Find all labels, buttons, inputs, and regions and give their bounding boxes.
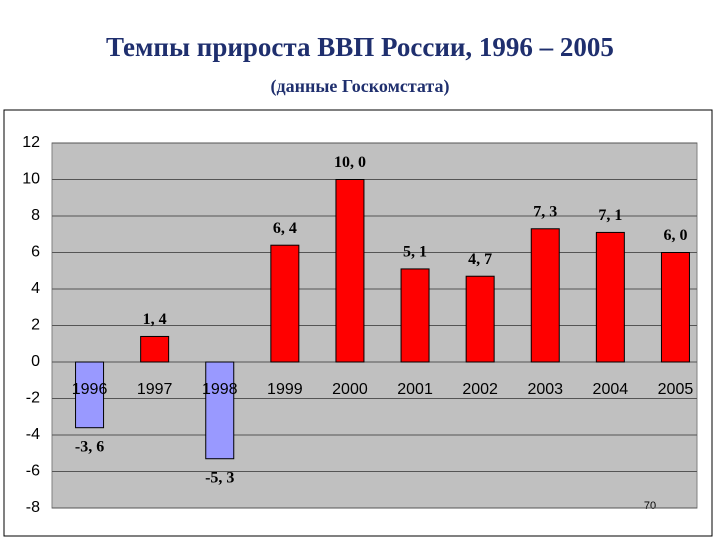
y-tick-label: 6 — [31, 244, 40, 261]
bar — [140, 335, 170, 363]
bar — [530, 228, 560, 363]
value-label: 5, 1 — [403, 244, 427, 261]
bar — [75, 361, 105, 429]
bar — [465, 275, 495, 363]
bar — [205, 361, 235, 460]
x-tick-label: 1996 — [72, 381, 108, 398]
y-tick-label: -8 — [26, 499, 40, 516]
value-label: -5, 3 — [205, 469, 234, 486]
bar — [595, 231, 625, 363]
bar — [270, 244, 300, 363]
y-tick-label: 8 — [31, 207, 40, 224]
x-tick-label: 1998 — [202, 381, 238, 398]
x-tick-label: 2002 — [462, 381, 498, 398]
x-tick-label: 2000 — [332, 381, 368, 398]
value-label: 6, 0 — [663, 227, 687, 244]
value-label: 6, 4 — [273, 220, 297, 237]
bar — [400, 268, 430, 363]
y-tick-label: 10 — [22, 171, 40, 188]
y-tick-label: -2 — [26, 390, 40, 407]
chart-title: Темпы прироста ВВП России, 1996 – 2005 — [106, 32, 614, 62]
x-tick-label: 2001 — [397, 381, 433, 398]
bar — [660, 252, 690, 363]
y-tick-label: 4 — [31, 280, 40, 297]
x-tick-label: 1997 — [137, 381, 173, 398]
y-tick-label: 12 — [22, 134, 40, 151]
x-tick-label: 2004 — [593, 381, 629, 398]
chart-subtitle: (данные Госкомстата) — [271, 76, 450, 97]
x-tick-label: 2005 — [658, 381, 694, 398]
bar — [335, 179, 365, 363]
value-label: 7, 1 — [598, 207, 622, 224]
y-tick-label: -4 — [26, 426, 40, 443]
x-tick-label: 1999 — [267, 381, 303, 398]
y-tick-label: 2 — [31, 317, 40, 334]
value-label: 7, 3 — [533, 203, 557, 220]
page-number: 70 — [644, 500, 656, 512]
value-label: 4, 7 — [468, 251, 492, 268]
y-tick-label: -6 — [26, 463, 40, 480]
value-label: 10, 0 — [334, 154, 366, 171]
value-label: -3, 6 — [75, 438, 104, 455]
y-tick-label: 0 — [31, 353, 40, 370]
value-label: 1, 4 — [143, 311, 167, 328]
x-tick-label: 2003 — [527, 381, 563, 398]
